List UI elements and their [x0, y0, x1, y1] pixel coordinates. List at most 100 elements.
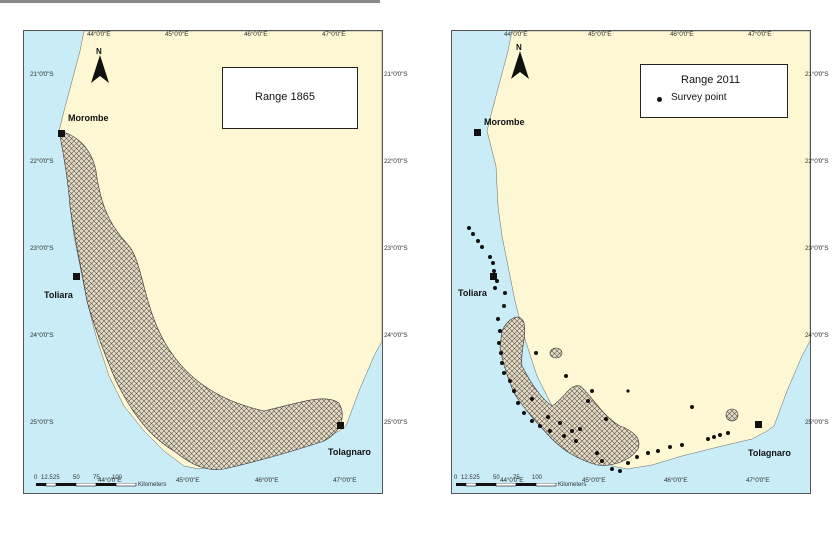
lat-tick-23s: 23°0'0"S — [30, 245, 54, 252]
survey-point — [586, 399, 590, 403]
survey-point — [600, 459, 604, 463]
survey-point — [604, 417, 608, 421]
scale-label-75: 75 — [93, 475, 100, 481]
survey-point-legend-symbol — [657, 97, 662, 102]
survey-point — [558, 421, 562, 425]
lat-tick-21s: 21°0'0"S — [30, 71, 54, 78]
survey-point — [635, 455, 639, 459]
lon-tick-top-47e-right: 47°0'0"E — [748, 31, 772, 38]
lat-tick-right-25s-left: 25°0'0"S — [384, 419, 408, 426]
survey-point — [530, 397, 534, 401]
range-2011-area — [499, 316, 640, 466]
survey-point — [476, 239, 480, 243]
survey-point — [680, 443, 684, 447]
lon-tick-top-45e-right: 45°0'0"E — [588, 31, 612, 38]
lon-tick-bottom-47e: 47°0'0"E — [746, 477, 770, 484]
lon-tick-bottom-45e: 45°0'0"E — [176, 477, 200, 484]
survey-point — [492, 269, 496, 273]
city-label-morombe: Morombe — [484, 117, 525, 127]
survey-point — [516, 401, 520, 405]
survey-point — [508, 379, 512, 383]
survey-point — [718, 433, 722, 437]
survey-point — [491, 261, 495, 265]
lat-tick-right-23s-left: 23°0'0"S — [384, 245, 408, 252]
survey-point — [488, 255, 492, 259]
survey-points — [467, 129, 762, 473]
survey-point — [595, 451, 599, 455]
scale-bar-graphic — [36, 483, 137, 487]
lon-tick-top-47e-left: 47°0'0"E — [322, 31, 346, 38]
survey-point — [512, 389, 516, 393]
lon-tick-bottom-45e: 45°0'0"E — [582, 477, 606, 484]
lon-tick-top-46e-left: 46°0'0"E — [244, 31, 268, 38]
city-marker-morombe — [474, 129, 481, 136]
legend-box: Range 2011 Survey point — [640, 64, 788, 118]
scale-label-25: 25 — [53, 475, 60, 481]
city-marker-tolagnaro — [337, 422, 344, 429]
survey-point — [530, 419, 534, 423]
north-label: N — [96, 47, 102, 56]
lon-tick-bottom-46e: 46°0'0"E — [664, 477, 688, 484]
lon-tick-top-44e-left: 44°0'0"E — [87, 31, 111, 38]
scale-label-12-5: 12.5 — [41, 475, 53, 481]
survey-point — [546, 415, 550, 419]
survey-point — [522, 411, 526, 415]
lat-tick-right-22s-left: 22°0'0"S — [384, 158, 408, 165]
range-2011-patch-east — [725, 408, 739, 422]
survey-point — [618, 469, 622, 473]
map-panel-2011: Range 2011 Survey point N 21°0'0"S 22°0'… — [451, 30, 811, 494]
survey-point — [690, 405, 694, 409]
survey-point — [497, 341, 501, 345]
north-arrow-icon — [511, 51, 529, 79]
scale-label-100: 100 — [532, 475, 543, 481]
city-markers-1865 — [58, 130, 344, 429]
scale-label-50: 50 — [493, 475, 500, 481]
lon-tick-bottom-44e: 44°0'0"E — [500, 477, 524, 484]
survey-point — [471, 232, 475, 236]
survey-point — [480, 245, 484, 249]
city-marker-tolagnaro — [755, 421, 762, 428]
lat-tick-22s: 22°0'0"S — [30, 158, 54, 165]
survey-point — [467, 226, 471, 230]
city-label-tolagnaro: Tolagnaro — [748, 448, 791, 458]
lat-tick-right-24s-left: 24°0'0"S — [384, 332, 408, 339]
survey-point — [538, 424, 542, 428]
lat-tick-right-24s-right: 24°0'0"S — [805, 332, 829, 339]
survey-point — [503, 291, 507, 295]
lon-tick-top-46e-right: 46°0'0"E — [670, 31, 694, 38]
survey-point — [548, 429, 552, 433]
survey-point — [570, 429, 574, 433]
lon-tick-top-44e-right: 44°0'0"E — [504, 31, 528, 38]
survey-point — [578, 427, 582, 431]
survey-point — [496, 317, 500, 321]
survey-point — [500, 361, 504, 365]
survey-point — [626, 389, 630, 393]
scale-bar-graphic — [456, 483, 557, 487]
scale-label-50: 50 — [73, 475, 80, 481]
lat-tick-right-25s-right: 25°0'0"S — [805, 419, 829, 426]
north-label: N — [516, 43, 522, 52]
city-marker-toliara — [490, 273, 497, 280]
lat-tick-25s: 25°0'0"S — [30, 419, 54, 426]
top-rule — [0, 0, 380, 3]
lon-tick-top-45e-left: 45°0'0"E — [165, 31, 189, 38]
survey-point — [610, 467, 614, 471]
survey-point — [626, 461, 630, 465]
city-marker-morombe — [58, 130, 65, 137]
lon-tick-bottom-46e: 46°0'0"E — [255, 477, 279, 484]
lat-tick-right-22s-right: 22°0'0"S — [805, 158, 829, 165]
city-label-toliara: Toliara — [458, 288, 487, 298]
map-panel-1865: Range 1865 N 21°0'0"S 22°0'0"S 23°0'0"S … — [23, 30, 383, 494]
lat-tick-right-21s-left: 21°0'0"S — [384, 71, 408, 78]
scale-label-12-5: 12.5 — [461, 475, 473, 481]
survey-point — [534, 351, 538, 355]
survey-point — [590, 389, 594, 393]
scale-label-0: 0 — [454, 475, 458, 481]
survey-point — [726, 431, 730, 435]
survey-point — [498, 329, 502, 333]
lat-tick-right-23s-right: 23°0'0"S — [805, 245, 829, 252]
lat-tick-24s: 24°0'0"S — [30, 332, 54, 339]
lon-tick-bottom-44e: 44°0'0"E — [98, 477, 122, 484]
lon-tick-bottom-47e: 47°0'0"E — [333, 477, 357, 484]
scale-label-75: 75 — [513, 475, 520, 481]
